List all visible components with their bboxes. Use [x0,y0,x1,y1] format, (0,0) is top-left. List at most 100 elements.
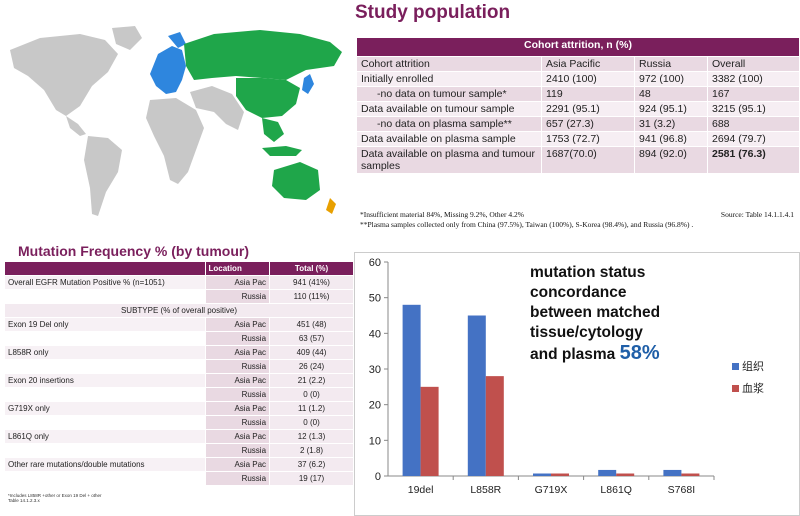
mutation-location: Asia Pac [204,317,271,332]
caption-line: concordance [530,284,627,301]
y-tick-label: 0 [375,471,381,483]
y-tick-label: 60 [369,257,381,269]
cohort-header: Russia [634,56,708,72]
table-row: Data available on tumour sample 2291 (95… [356,101,800,117]
bar-plasma-S768I [681,473,700,476]
cohort-cell: 2291 (95.1) [541,101,635,117]
cohort-header: Asia Pacific [541,56,635,72]
world-map [10,26,342,216]
mutation-note-text: *Includes L858R +other or Exon 19 Del + … [8,493,102,498]
map-japan [302,74,314,94]
mutation-value: 110 (11%) [269,289,354,304]
chart-bars [402,304,700,476]
x-tick-label: L861Q [600,484,632,496]
y-tick-label: 50 [369,293,381,305]
cohort-cell: 972 (100) [634,71,708,87]
mutation-location: Asia Pac [204,429,271,444]
mutation-value: 2 (1.8) [269,443,354,458]
bar-tissue-L861Q [598,469,617,476]
table-row: Other rare mutations/double mutations As… [4,457,354,472]
map-north-america [10,34,118,116]
cohort-row-label: -no data on tumour sample* [356,86,542,102]
table-row: Russia 26 (24) [4,359,354,374]
cohort-cell: 1687(70.0) [541,146,635,174]
cohort-table: Cohort attrition, n (%) Cohort attrition… [356,37,800,174]
map-europe [150,46,186,94]
cohort-cell: 657 (27.3) [541,116,635,132]
mutation-row-label: Exon 20 insertions [4,373,206,388]
cohort-cell: 31 (3.2) [634,116,708,132]
legend-label: 组织 [742,359,764,373]
mutation-subtype-label: SUBTYPE (% of overall positive) [4,303,354,318]
map-scandinavia [168,32,186,48]
cohort-cell: 3215 (95.1) [707,101,800,117]
mutation-location: Russia [204,415,271,430]
mutation-note-source: Table 14.1.2.3.x [8,498,40,503]
table-row: Initially enrolled 2410 (100) 972 (100) … [356,71,800,87]
mutation-location: Russia [204,289,271,304]
mutation-location: Asia Pac [204,457,271,472]
mutation-title: Mutation Frequency % (by tumour) [18,243,249,259]
mutation-location: Russia [204,443,271,458]
mutation-location: Asia Pac [204,275,271,290]
legend-swatch [732,363,739,370]
y-tick-label: 20 [369,400,381,412]
x-tick-label: G719X [535,484,568,496]
table-row: Russia 0 (0) [4,415,354,430]
legend-swatch [732,385,739,392]
map-indonesia [262,146,302,156]
map-southeast-asia [262,118,284,142]
cohort-cell: 2581 (76.3) [707,146,800,174]
table-row: Overall EGFR Mutation Positive % (n=1051… [4,275,354,290]
cohort-header: Cohort attrition [356,56,542,72]
mutation-header [4,261,206,276]
mutation-value: 941 (41%) [269,275,354,290]
mutation-location: Asia Pac [204,345,271,360]
chart-axes: 0 10 20 30 40 50 60 19del L858R G719X L861Q S768I [369,257,715,496]
map-russia [184,30,342,80]
cohort-row-label: Initially enrolled [356,71,542,87]
caption-line: mutation status [530,264,646,281]
mutation-value: 21 (2.2) [269,373,354,388]
y-tick-label: 40 [369,328,381,340]
mutation-value: 12 (1.3) [269,429,354,444]
table-row: Russia 19 (17) [4,471,354,486]
cohort-footnote-1: *Insufficient material 84%, Missing 9.2%… [360,210,524,219]
cohort-cell: 119 [541,86,635,102]
table-row: Exon 19 Del only Asia Pac 451 (48) [4,317,354,332]
cohort-cell: 688 [707,116,800,132]
bar-tissue-S768I [663,469,682,476]
mutation-row-label: L861Q only [4,429,206,444]
cohort-cell: 941 (96.8) [634,131,708,147]
map-china [236,78,300,118]
legend-label: 血浆 [742,381,764,395]
map-africa [146,98,204,184]
bar-plasma-L858R [485,376,504,476]
mutation-location: Russia [204,471,271,486]
cohort-cell: 3382 (100) [707,71,800,87]
bar-tissue-19del [402,304,421,476]
table-row: Russia 110 (11%) [4,289,354,304]
chart-caption: mutation status concordance between matc… [530,263,730,365]
mutation-value: 26 (24) [269,359,354,374]
mutation-value: 451 (48) [269,317,354,332]
mutation-value: 0 (0) [269,387,354,402]
mutation-header: Total (%) [269,261,354,276]
table-row: G719X only Asia Pac 11 (1.2) [4,401,354,416]
caption-line: between matched [530,304,661,321]
map-australia [272,162,320,200]
cohort-cell: 1753 (72.7) [541,131,635,147]
map-middle-east [190,86,244,130]
cohort-cell: 924 (95.1) [634,101,708,117]
table-row: Russia 63 (57) [4,331,354,346]
mutation-value: 409 (44) [269,345,354,360]
mutation-row-label: L858R only [4,345,206,360]
map-new-zealand [326,198,336,214]
mutation-row-label: Overall EGFR Mutation Positive % (n=1051… [4,275,206,290]
map-central-america [66,116,86,136]
cohort-row-label: Data available on plasma and tumour samp… [356,146,542,174]
caption-line: and plasma [530,346,620,363]
mutation-table: Location Total (%) Overall EGFR Mutation… [4,261,354,486]
table-row: Exon 20 insertions Asia Pac 21 (2.2) [4,373,354,388]
